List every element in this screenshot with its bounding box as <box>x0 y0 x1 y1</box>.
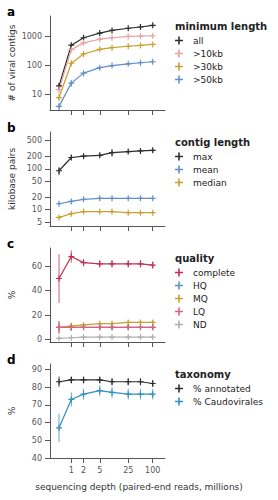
svg-text:mean: mean <box>193 165 219 175</box>
svg-text:60: 60 <box>32 418 42 427</box>
svg-text:contig length: contig length <box>175 137 250 148</box>
svg-text:>10kb: >10kb <box>193 49 223 59</box>
svg-text:500: 500 <box>27 136 42 145</box>
svg-text:% annotated: % annotated <box>193 384 251 394</box>
svg-text:taxonomy: taxonomy <box>175 369 231 380</box>
svg-text:200: 200 <box>27 152 42 161</box>
svg-text:25: 25 <box>123 466 133 475</box>
svg-text:all: all <box>193 36 204 46</box>
svg-text:40: 40 <box>32 454 42 463</box>
svg-text:20: 20 <box>32 193 42 202</box>
svg-text:ND: ND <box>193 320 207 330</box>
svg-text:b: b <box>7 121 16 135</box>
svg-text:>50kb: >50kb <box>193 75 223 85</box>
svg-text:1: 1 <box>69 466 74 475</box>
svg-text:5: 5 <box>97 466 102 475</box>
svg-text:kilobase pairs: kilobase pairs <box>7 148 17 210</box>
svg-text:# of viral contigs: # of viral contigs <box>7 24 17 101</box>
svg-text:LQ: LQ <box>193 307 205 317</box>
svg-text:median: median <box>193 178 227 188</box>
svg-text:70: 70 <box>32 400 42 409</box>
svg-text:HQ: HQ <box>193 281 207 291</box>
svg-text:%: % <box>7 406 17 415</box>
svg-text:100: 100 <box>145 466 160 475</box>
svg-text:5: 5 <box>37 218 42 227</box>
svg-text:quality: quality <box>175 253 215 264</box>
svg-text:d: d <box>7 353 16 367</box>
svg-text:sequencing depth (paired-end r: sequencing depth (paired-end reads, mill… <box>35 482 243 492</box>
svg-text:90: 90 <box>32 365 42 374</box>
svg-text:100: 100 <box>27 61 42 70</box>
svg-text:a: a <box>7 5 15 19</box>
svg-text:c: c <box>7 237 14 251</box>
svg-text:1000: 1000 <box>22 32 42 41</box>
svg-text:20: 20 <box>32 311 42 320</box>
svg-text:50: 50 <box>32 436 42 445</box>
svg-text:%: % <box>7 290 17 299</box>
svg-text:40: 40 <box>32 286 42 295</box>
svg-text:>30kb: >30kb <box>193 62 223 72</box>
svg-text:100: 100 <box>27 164 42 173</box>
svg-text:MQ: MQ <box>193 294 208 304</box>
svg-text:max: max <box>193 152 213 162</box>
svg-text:60: 60 <box>32 262 42 271</box>
svg-text:complete: complete <box>193 268 236 278</box>
svg-text:80: 80 <box>32 383 42 392</box>
svg-text:% Caudovirales: % Caudovirales <box>193 397 263 407</box>
svg-text:10: 10 <box>32 205 42 214</box>
svg-text:50: 50 <box>32 177 42 186</box>
svg-text:0: 0 <box>37 335 42 344</box>
svg-text:2: 2 <box>81 466 86 475</box>
svg-text:10: 10 <box>32 90 42 99</box>
svg-text:minimum length: minimum length <box>175 21 267 32</box>
